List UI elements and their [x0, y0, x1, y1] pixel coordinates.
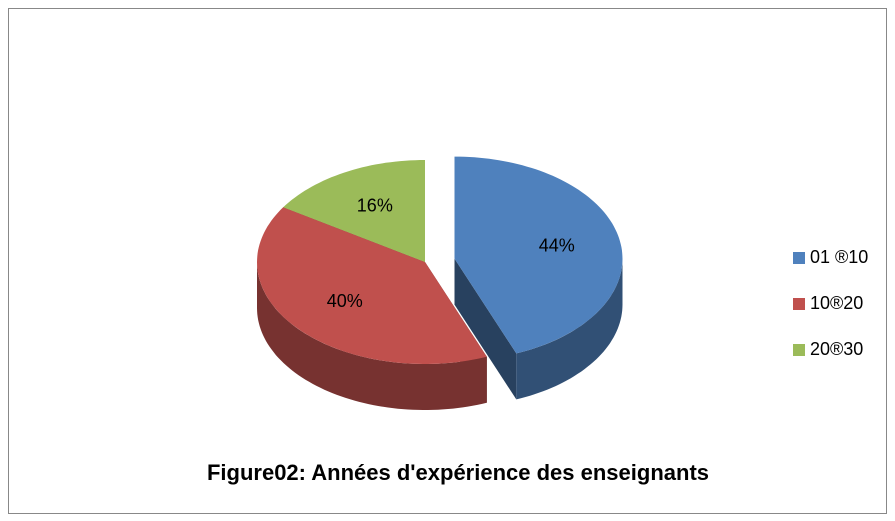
legend-swatch	[793, 252, 805, 264]
chart-frame	[8, 8, 887, 514]
data-label: 44%	[539, 235, 575, 255]
legend-swatch	[793, 344, 805, 356]
data-label: 16%	[357, 195, 393, 215]
slice-cut-face	[454, 258, 517, 400]
pie-slice	[257, 207, 487, 364]
pie-slice	[283, 160, 425, 262]
legend-swatch	[793, 298, 805, 310]
legend-label: 10®20	[810, 293, 863, 313]
slice-side	[257, 262, 487, 410]
data-label: 40%	[327, 291, 363, 311]
legend-label: 01 ®10	[810, 247, 868, 267]
chart-title: Figure02: Années d'expérience des enseig…	[207, 460, 709, 485]
slice-side	[516, 258, 623, 400]
pie-slice	[454, 156, 623, 354]
legend-label: 20®30	[810, 339, 863, 359]
